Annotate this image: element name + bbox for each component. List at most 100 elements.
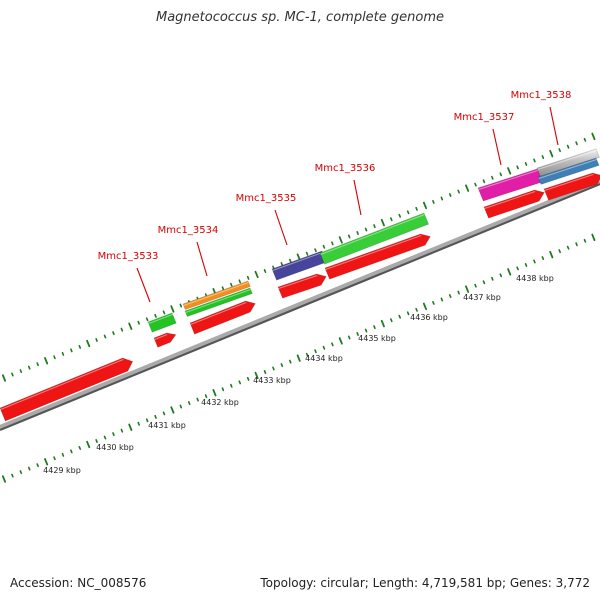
upper-tick [541, 155, 545, 160]
lower-tick [338, 337, 343, 345]
upper-tick [288, 258, 292, 263]
lower-tick [263, 370, 267, 374]
lower-tick [137, 421, 140, 426]
cds-block [324, 233, 431, 280]
lower-tick [331, 342, 334, 347]
gene-label: Mmc1_3535 [236, 193, 297, 204]
upper-tick-track [1, 132, 596, 382]
cds-block [277, 273, 327, 299]
lower-tick [422, 302, 428, 311]
genome-summary: Topology: circular; Length: 4,719,581 bp… [260, 576, 590, 590]
scale-label: 4431 kbp [148, 421, 186, 430]
scale-label: 4438 kbp [516, 274, 554, 283]
gene-block-highlight [148, 314, 173, 324]
upper-tick [380, 218, 385, 227]
lower-tick [288, 359, 292, 364]
upper-tick [296, 253, 301, 261]
upper-tick [415, 206, 418, 211]
gene-block-highlight [185, 289, 251, 313]
upper-tick [575, 141, 578, 146]
lower-tick [44, 458, 49, 466]
gene-label: Mmc1_3536 [315, 163, 376, 174]
upper-tick [591, 132, 596, 141]
upper-tick [61, 351, 65, 356]
lower-tick [86, 440, 91, 449]
cds-block-highlight [0, 359, 124, 410]
lower-tick-track [1, 233, 596, 483]
cds-block-highlight [190, 302, 247, 325]
lower-tick [53, 456, 56, 461]
lower-tick [583, 238, 587, 243]
scale-label: 4434 kbp [305, 354, 343, 363]
upper-tick [19, 369, 23, 374]
scale-label: 4436 kbp [410, 313, 448, 322]
upper-tick [137, 320, 140, 325]
gene-block-highlight [537, 150, 597, 170]
lower-tick [280, 363, 284, 368]
upper-tick [338, 236, 343, 244]
lower-tick [448, 294, 452, 298]
cds-block [153, 332, 177, 348]
accession-text: Accession: NC_008576 [10, 576, 147, 590]
lower-tick [36, 463, 39, 468]
lower-tick [272, 366, 275, 371]
upper-tick [280, 262, 284, 267]
upper-tick [246, 275, 250, 280]
gene-block [147, 312, 177, 333]
gene-block [536, 148, 600, 177]
gene-block-highlight [478, 169, 541, 190]
label-leaders [136, 106, 559, 303]
lower-tick [70, 449, 73, 454]
upper-tick [70, 348, 73, 353]
cds-block-highlight [544, 174, 594, 191]
lower-tick [322, 345, 326, 350]
upper-tick [254, 270, 259, 279]
gene-block [184, 287, 253, 318]
upper-tick [549, 149, 554, 158]
lower-tick [221, 387, 225, 392]
upper-tick [128, 322, 133, 330]
lower-tick [440, 297, 444, 302]
lower-tick [390, 318, 393, 323]
scale-label: 4433 kbp [253, 376, 291, 385]
lower-tick [356, 332, 359, 336]
lower-tick [482, 280, 486, 285]
lower-tick [254, 371, 259, 380]
lower-tick [380, 319, 385, 328]
upper-tick [440, 196, 444, 201]
lower-tick [347, 335, 351, 340]
lower-tick [11, 473, 14, 478]
upper-tick [145, 317, 149, 322]
upper-tick [162, 310, 166, 315]
gene-label: Mmc1_3534 [158, 225, 219, 236]
scale-label: 4437 kbp [463, 293, 501, 302]
lower-tick [533, 259, 536, 264]
cds-block [0, 357, 134, 422]
gene-labels: Mmc1_3533 Mmc1_3534 Mmc1_3535 Mmc1_3536 Mmc1… [98, 90, 572, 262]
scale-label: 4429 kbp [43, 466, 81, 475]
page-title: Magnetococcus sp. MC-1, complete genome [155, 10, 445, 25]
upper-tick [154, 313, 157, 318]
upper-tick [474, 182, 477, 187]
upper-tick [322, 244, 326, 249]
lower-tick [406, 311, 410, 316]
upper-tick [499, 172, 503, 177]
scale-label: 4435 kbp [358, 334, 396, 343]
lower-tick [78, 445, 82, 450]
lower-tick [558, 249, 561, 254]
lower-tick [162, 411, 166, 416]
lower-tick [491, 276, 494, 281]
upper-tick [36, 362, 39, 367]
gene-leader-line [196, 241, 208, 277]
upper-tick [230, 282, 233, 287]
upper-tick [86, 339, 91, 348]
lower-tick [591, 233, 596, 242]
lower-tick [179, 404, 183, 409]
upper-tick [44, 357, 49, 365]
upper-tick [364, 227, 368, 232]
scale-label: 4432 kbp [201, 398, 239, 407]
gene-leader-line [492, 128, 502, 166]
lower-tick [566, 245, 570, 250]
upper-tick [78, 344, 82, 349]
